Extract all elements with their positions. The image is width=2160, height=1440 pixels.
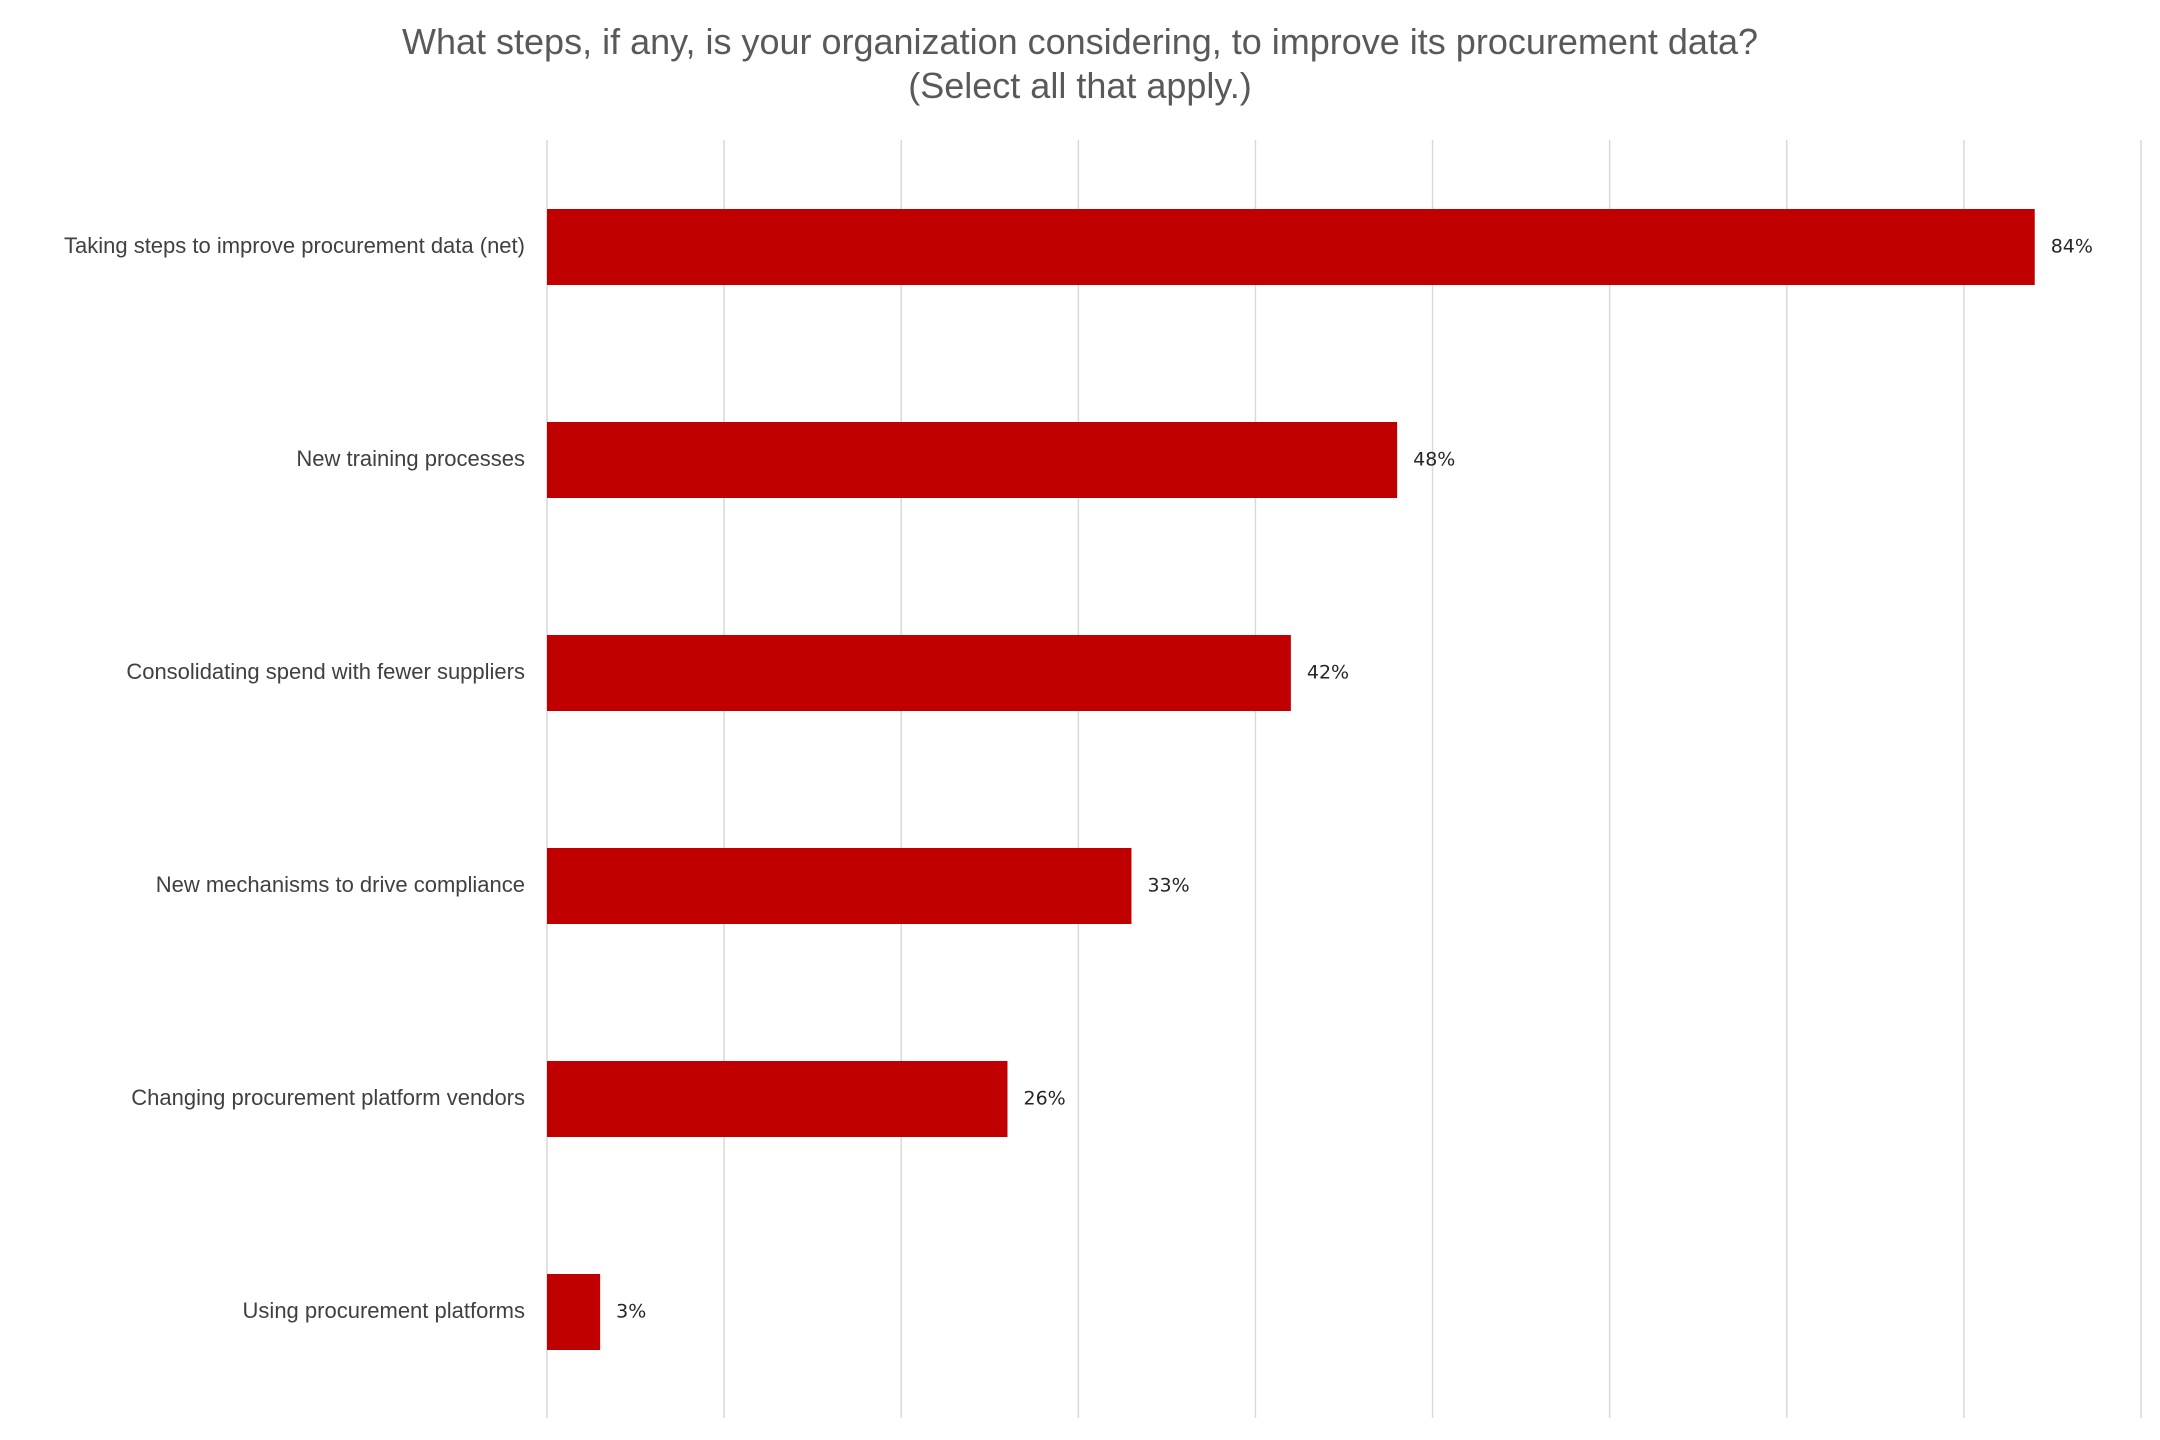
bar xyxy=(547,209,2035,285)
value-label: 48% xyxy=(1413,449,1455,471)
value-label: 42% xyxy=(1307,662,1349,684)
chart-title: What steps, if any, is your organization… xyxy=(0,20,2160,108)
value-label: 33% xyxy=(1147,875,1189,897)
value-label: 26% xyxy=(1023,1088,1065,1110)
category-label: Changing procurement platform vendors xyxy=(131,1085,525,1110)
bar xyxy=(547,422,1398,498)
category-label: New training processes xyxy=(296,446,525,471)
category-labels: Taking steps to improve procurement data… xyxy=(64,233,525,1323)
bar xyxy=(547,1274,601,1350)
category-label: Taking steps to improve procurement data… xyxy=(64,233,525,258)
bar xyxy=(547,635,1291,711)
bar xyxy=(547,1061,1008,1137)
bars xyxy=(547,209,2035,1350)
value-labels: 84% 48% 42% 33% 26% 3% xyxy=(616,236,2093,1323)
chart-subtitle: (Select all that apply.) xyxy=(908,65,1252,106)
value-label: 3% xyxy=(616,1301,646,1323)
category-label: Using procurement platforms xyxy=(243,1298,525,1323)
category-label: New mechanisms to drive compliance xyxy=(156,872,525,897)
bar xyxy=(547,848,1132,924)
category-label: Consolidating spend with fewer suppliers xyxy=(126,659,525,684)
chart-title-line: What steps, if any, is your organization… xyxy=(402,21,1758,62)
gridlines xyxy=(546,140,2142,1418)
value-label: 84% xyxy=(2051,236,2093,258)
